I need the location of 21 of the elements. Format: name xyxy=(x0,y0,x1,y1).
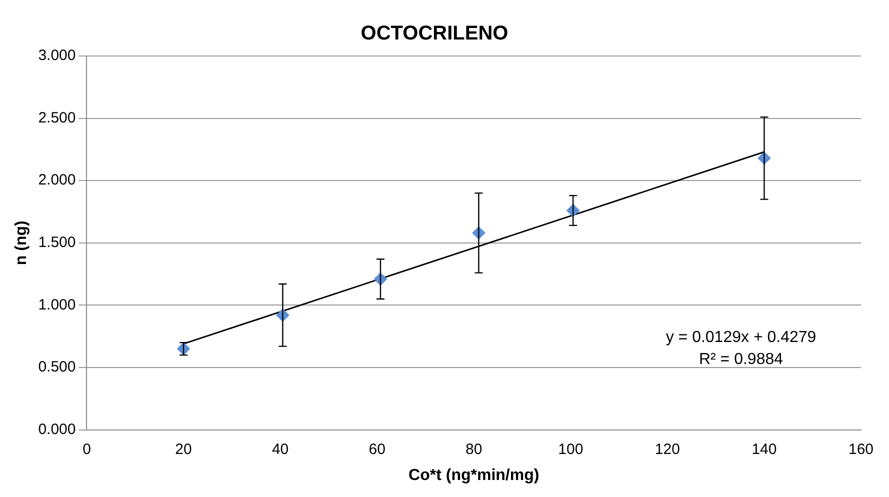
chart-title: OCTOCRILENO xyxy=(360,22,508,45)
x-tick-label: 60 xyxy=(368,440,386,458)
y-tick-label: 1.000 xyxy=(38,296,76,314)
y-tick-label: 0.000 xyxy=(38,420,76,438)
y-axis-title: n (ng) xyxy=(13,220,30,266)
x-tick-label: 0 xyxy=(82,440,91,458)
x-tick-label: 80 xyxy=(466,440,482,458)
x-axis-title: Co*t (ng*min/mg) xyxy=(408,466,540,484)
y-tick-label: 3.000 xyxy=(38,47,76,64)
y-tick-label: 2.500 xyxy=(38,109,76,126)
x-tick-label: 140 xyxy=(752,440,777,458)
y-tick-label: 1.500 xyxy=(38,234,76,252)
x-tick-label: 20 xyxy=(175,440,192,458)
x-tick-label: 120 xyxy=(654,440,680,458)
y-tick-label: 0.500 xyxy=(38,358,76,376)
annotation: y = 0.0129x + 0.4279 xyxy=(666,328,816,346)
x-tick-label: 160 xyxy=(848,440,874,458)
x-tick-label: 100 xyxy=(558,440,584,458)
y-tick-label: 2.000 xyxy=(38,172,76,189)
x-tick-label: 40 xyxy=(272,440,289,458)
annotation: R² = 0.9884 xyxy=(698,350,784,368)
